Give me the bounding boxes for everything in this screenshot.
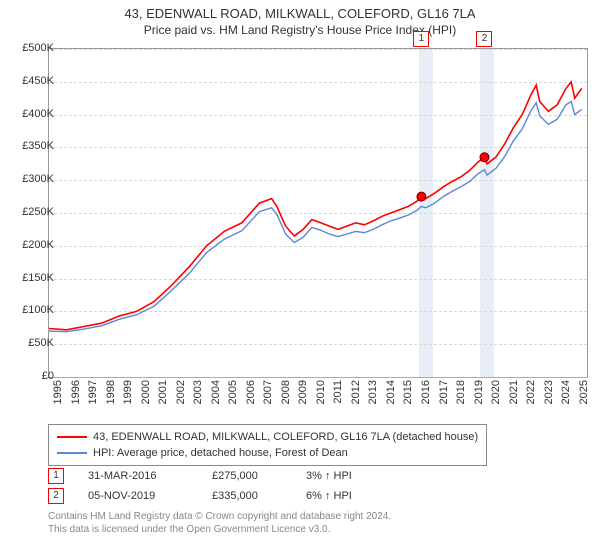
- transaction-price: £275,000: [212, 470, 282, 482]
- x-axis-label: 2000: [140, 380, 152, 404]
- x-axis-label: 2007: [262, 380, 274, 404]
- chart-plot-area: 12: [48, 48, 588, 378]
- legend-label-hpi: HPI: Average price, detached house, Fore…: [93, 447, 348, 459]
- price-marker-label: 1: [413, 31, 429, 47]
- x-axis-label: 1996: [70, 380, 82, 404]
- x-axis-label: 2015: [402, 380, 414, 404]
- x-axis-label: 2022: [525, 380, 537, 404]
- x-axis-label: 2001: [157, 380, 169, 404]
- x-axis-label: 2018: [455, 380, 467, 404]
- transactions-table: 1 31-MAR-2016 £275,000 3% ↑ HPI 2 05-NOV…: [48, 466, 386, 506]
- price-marker-dot: [480, 153, 489, 162]
- x-axis-label: 2010: [315, 380, 327, 404]
- x-axis-label: 2025: [578, 380, 590, 404]
- x-axis-label: 2003: [192, 380, 204, 404]
- transaction-marker: 2: [48, 488, 64, 504]
- y-axis-label: £100K: [10, 304, 54, 316]
- x-axis-label: 2011: [332, 380, 344, 404]
- chart-title: 43, EDENWALL ROAD, MILKWALL, COLEFORD, G…: [0, 0, 600, 21]
- x-axis-label: 2012: [350, 380, 362, 404]
- x-axis-label: 2017: [438, 380, 450, 404]
- x-axis-label: 2008: [280, 380, 292, 404]
- transaction-date: 31-MAR-2016: [88, 470, 188, 482]
- legend-item-address: 43, EDENWALL ROAD, MILKWALL, COLEFORD, G…: [57, 429, 478, 445]
- caption: Contains HM Land Registry data © Crown c…: [48, 510, 391, 536]
- y-axis-label: £500K: [10, 42, 54, 54]
- x-axis-label: 2005: [227, 380, 239, 404]
- x-axis-label: 2023: [543, 380, 555, 404]
- legend-item-hpi: HPI: Average price, detached house, Fore…: [57, 445, 478, 461]
- y-axis-label: £300K: [10, 173, 54, 185]
- series-hpi: [49, 102, 582, 332]
- x-axis-label: 2020: [490, 380, 502, 404]
- transaction-hpi: 6% ↑ HPI: [306, 490, 386, 502]
- legend-label-address: 43, EDENWALL ROAD, MILKWALL, COLEFORD, G…: [93, 431, 478, 443]
- x-axis-label: 2006: [245, 380, 257, 404]
- table-row: 2 05-NOV-2019 £335,000 6% ↑ HPI: [48, 486, 386, 506]
- transaction-date: 05-NOV-2019: [88, 490, 188, 502]
- x-axis-label: 2009: [297, 380, 309, 404]
- chart-subtitle: Price paid vs. HM Land Registry's House …: [0, 23, 600, 37]
- y-axis-label: £450K: [10, 75, 54, 87]
- y-axis-label: £250K: [10, 206, 54, 218]
- x-axis-label: 2014: [385, 380, 397, 404]
- x-axis-label: 1995: [52, 380, 64, 404]
- y-axis-label: £350K: [10, 140, 54, 152]
- transaction-marker: 1: [48, 468, 64, 484]
- caption-line: This data is licensed under the Open Gov…: [48, 523, 391, 536]
- x-axis-label: 2021: [508, 380, 520, 404]
- transaction-hpi: 3% ↑ HPI: [306, 470, 386, 482]
- x-axis-label: 2013: [367, 380, 379, 404]
- x-axis-label: 1998: [105, 380, 117, 404]
- x-axis-label: 2002: [175, 380, 187, 404]
- y-axis-label: £150K: [10, 272, 54, 284]
- x-axis-label: 1997: [87, 380, 99, 404]
- price-marker-dot: [417, 192, 426, 201]
- x-axis-label: 2024: [560, 380, 572, 404]
- table-row: 1 31-MAR-2016 £275,000 3% ↑ HPI: [48, 466, 386, 486]
- x-axis-label: 2016: [420, 380, 432, 404]
- y-axis-label: £400K: [10, 108, 54, 120]
- x-axis-label: 2004: [210, 380, 222, 404]
- x-axis-label: 1999: [122, 380, 134, 404]
- y-axis-label: £0: [10, 370, 54, 382]
- y-axis-label: £200K: [10, 239, 54, 251]
- caption-line: Contains HM Land Registry data © Crown c…: [48, 510, 391, 523]
- price-marker-label: 2: [476, 31, 492, 47]
- transaction-price: £335,000: [212, 490, 282, 502]
- y-axis-label: £50K: [10, 337, 54, 349]
- x-axis-label: 2019: [473, 380, 485, 404]
- legend: 43, EDENWALL ROAD, MILKWALL, COLEFORD, G…: [48, 424, 487, 466]
- chart-svg: [49, 49, 587, 377]
- series-address: [49, 82, 582, 330]
